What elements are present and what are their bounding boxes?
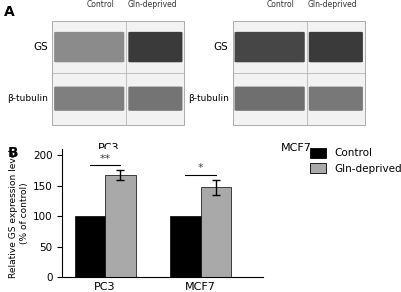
Text: Control: Control [267,0,295,9]
FancyBboxPatch shape [309,87,363,111]
Text: β-tubulin: β-tubulin [7,94,48,103]
Text: **: ** [99,154,111,164]
Bar [200,187,231,277]
FancyBboxPatch shape [235,87,305,111]
FancyBboxPatch shape [309,32,363,62]
FancyBboxPatch shape [235,32,305,62]
Text: *: * [198,164,203,173]
Text: Gln-deprived: Gln-deprived [308,0,358,9]
FancyBboxPatch shape [52,21,184,124]
Text: PC3: PC3 [97,143,119,153]
FancyBboxPatch shape [54,87,124,111]
Text: GS: GS [214,42,229,52]
Text: B: B [8,146,18,160]
Legend: Control, Gln-deprived: Control, Gln-deprived [310,148,401,174]
Text: Gln-deprived: Gln-deprived [128,0,177,9]
Text: MCF7: MCF7 [282,143,312,153]
FancyBboxPatch shape [128,87,182,111]
Bar [170,216,200,277]
Y-axis label: Relative GS expression level
(% of control): Relative GS expression level (% of contr… [9,149,28,278]
Text: A: A [4,5,15,19]
Text: Control: Control [86,0,114,9]
FancyBboxPatch shape [233,21,365,124]
FancyBboxPatch shape [54,32,124,62]
Bar [105,175,136,277]
Text: β-tubulin: β-tubulin [188,94,229,103]
FancyBboxPatch shape [128,32,182,62]
Text: GS: GS [33,42,48,52]
Bar [75,216,105,277]
